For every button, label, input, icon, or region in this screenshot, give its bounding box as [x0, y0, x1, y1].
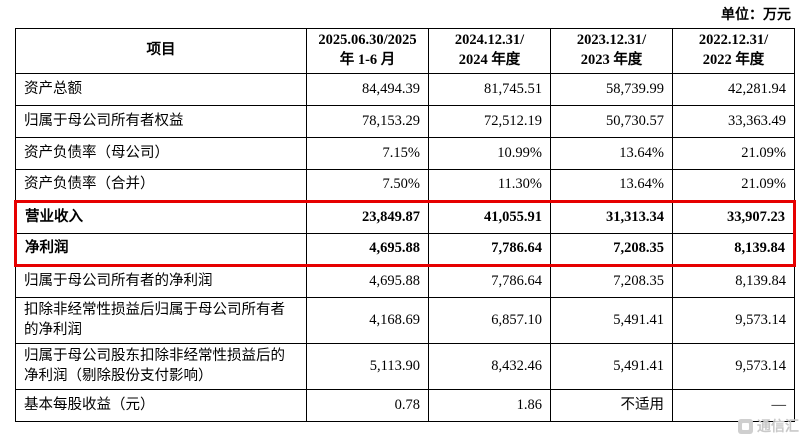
row-label: 资产总额	[15, 73, 307, 106]
table-body-bottom: 归属于母公司所有者的净利润 4,695.88 7,786.64 7,208.35…	[15, 265, 795, 422]
cell-value: 4,168.69	[306, 297, 429, 344]
header-line: 2024.12.31/	[454, 32, 525, 49]
header-period-2024: 2024.12.31/ 2024 年度	[428, 28, 551, 74]
table-row: 归属于母公司股东扣除非经常性损益后的净利润（剔除股份支付影响） 5,113.90…	[15, 343, 795, 390]
cell-value: 7,208.35	[550, 233, 673, 266]
cell-value: 1.86	[428, 389, 551, 422]
table-row: 归属于母公司所有者权益 78,153.29 72,512.19 50,730.5…	[15, 105, 795, 138]
cell-value: 42,281.94	[672, 73, 795, 106]
cell-value: 41,055.91	[428, 201, 551, 234]
row-label: 营业收入	[15, 201, 307, 234]
cell-value: 4,695.88	[306, 265, 429, 298]
cell-value: 13.64%	[550, 169, 673, 202]
unit-label: 单位：万元	[721, 8, 791, 23]
header-line: 2025.06.30/2025	[318, 32, 417, 49]
table-row: 基本每股收益（元） 0.78 1.86 不适用 —	[15, 389, 795, 422]
highlighted-rows-red-box: 营业收入 23,849.87 41,055.91 31,313.34 33,90…	[15, 201, 795, 266]
row-label: 归属于母公司股东扣除非经常性损益后的净利润（剔除股份支付影响）	[15, 343, 307, 390]
cell-value: —	[672, 389, 795, 422]
cell-value: 5,491.41	[550, 343, 673, 390]
row-label: 扣除非经常性损益后归属于母公司所有者的净利润	[15, 297, 307, 344]
cell-value: 13.64%	[550, 137, 673, 170]
cell-value: 7.50%	[306, 169, 429, 202]
header-period-2023: 2023.12.31/ 2023 年度	[550, 28, 673, 74]
header-project: 项目	[15, 28, 307, 74]
row-label: 基本每股收益（元）	[15, 389, 307, 422]
table-row-revenue: 营业收入 23,849.87 41,055.91 31,313.34 33,90…	[15, 201, 795, 234]
table-row: 资产负债率（母公司） 7.15% 10.99% 13.64% 21.09%	[15, 137, 795, 170]
cell-value: 5,113.90	[306, 343, 429, 390]
watermark-text: 通信汇	[757, 420, 799, 435]
cell-value: 8,432.46	[428, 343, 551, 390]
cell-value: 23,849.87	[306, 201, 429, 234]
row-label: 净利润	[15, 233, 307, 266]
header-line: 2023 年度	[580, 52, 643, 68]
header-line: 2024 年度	[458, 52, 521, 68]
cell-value: 21.09%	[672, 137, 795, 170]
header-line: 年 1-6 月	[339, 52, 396, 68]
cell-value: 8,139.84	[672, 265, 795, 298]
table-row: 扣除非经常性损益后归属于母公司所有者的净利润 4,168.69 6,857.10…	[15, 297, 795, 344]
cell-value: 33,907.23	[672, 201, 795, 234]
cell-value: 84,494.39	[306, 73, 429, 106]
cell-value: 不适用	[550, 389, 673, 422]
cell-value: 21.09%	[672, 169, 795, 202]
cell-value: 9,573.14	[672, 343, 795, 390]
header-line: 2022 年度	[702, 52, 765, 68]
cell-value: 6,857.10	[428, 297, 551, 344]
cell-value: 0.78	[306, 389, 429, 422]
watermark: 通信汇	[738, 416, 799, 436]
row-label: 资产负债率（合并）	[15, 169, 307, 202]
cell-value: 78,153.29	[306, 105, 429, 138]
cell-value: 8,139.84	[672, 233, 795, 266]
cell-value: 50,730.57	[550, 105, 673, 138]
row-label: 归属于母公司所有者的净利润	[15, 265, 307, 298]
row-label: 归属于母公司所有者权益	[15, 105, 307, 138]
cell-value: 7,786.64	[428, 233, 551, 266]
cell-value: 81,745.51	[428, 73, 551, 106]
header-line: 2023.12.31/	[576, 32, 647, 49]
table-row: 资产负债率（合并） 7.50% 11.30% 13.64% 21.09%	[15, 169, 795, 202]
cell-value: 10.99%	[428, 137, 551, 170]
cell-value: 72,512.19	[428, 105, 551, 138]
cell-value: 31,313.34	[550, 201, 673, 234]
cell-value: 5,491.41	[550, 297, 673, 344]
table-row: 资产总额 84,494.39 81,745.51 58,739.99 42,28…	[15, 73, 795, 106]
cell-value: 7,208.35	[550, 265, 673, 298]
watermark-logo-icon	[738, 418, 753, 434]
cell-value: 7,786.64	[428, 265, 551, 298]
table-header: 项目 2025.06.30/2025 年 1-6 月 2024.12.31/ 2…	[15, 28, 795, 74]
table-body-top: 资产总额 84,494.39 81,745.51 58,739.99 42,28…	[15, 73, 795, 202]
financial-summary-table: 项目 2025.06.30/2025 年 1-6 月 2024.12.31/ 2…	[14, 28, 796, 422]
table-row-net-profit: 净利润 4,695.88 7,786.64 7,208.35 8,139.84	[15, 233, 795, 266]
header-line: 2022.12.31/	[698, 32, 769, 49]
header-row: 项目 2025.06.30/2025 年 1-6 月 2024.12.31/ 2…	[15, 28, 795, 74]
cell-value: 4,695.88	[306, 233, 429, 266]
cell-value: 33,363.49	[672, 105, 795, 138]
header-period-2025: 2025.06.30/2025 年 1-6 月	[306, 28, 429, 74]
cell-value: 58,739.99	[550, 73, 673, 106]
cell-value: 11.30%	[428, 169, 551, 202]
row-label: 资产负债率（母公司）	[15, 137, 307, 170]
cell-value: 9,573.14	[672, 297, 795, 344]
header-period-2022: 2022.12.31/ 2022 年度	[672, 28, 795, 74]
cell-value: 7.15%	[306, 137, 429, 170]
table-row: 归属于母公司所有者的净利润 4,695.88 7,786.64 7,208.35…	[15, 265, 795, 298]
